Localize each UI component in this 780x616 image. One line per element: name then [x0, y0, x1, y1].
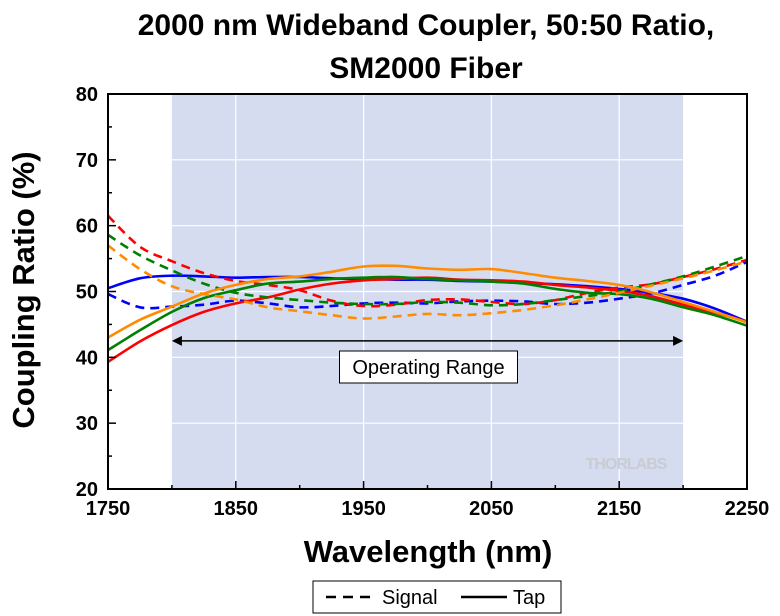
- red-signal-line: [107, 214, 748, 308]
- operating-range-arrowhead-right: [673, 335, 684, 346]
- y-tick-label: 70: [76, 150, 98, 172]
- x-tick-label: 1950: [341, 498, 386, 520]
- orange-tap-line: [107, 264, 748, 339]
- legend-box: [312, 580, 562, 614]
- blue-signal-line: [107, 260, 748, 310]
- y-tick-label: 60: [76, 216, 98, 238]
- x-tick-label: 2250: [725, 498, 770, 520]
- x-axis-label: Wavelength (nm): [304, 534, 553, 569]
- legend-tap-label: Tap: [513, 587, 545, 609]
- y-axis-label: Coupling Ratio (%): [6, 151, 41, 428]
- x-tick-label: 1850: [214, 498, 259, 520]
- legend-signal-label: Signal: [382, 587, 438, 609]
- y-tick-label: 30: [76, 413, 98, 435]
- y-tick-label: 80: [76, 84, 98, 106]
- operating-range-arrowhead-left: [171, 335, 182, 346]
- chart-title-line-2: SM2000 Fiber: [329, 52, 523, 85]
- y-tick-label: 40: [76, 347, 98, 369]
- chart-title-line-1: 2000 nm Wideband Coupler, 50:50 Ratio,: [138, 9, 715, 42]
- x-tick-label: 1750: [86, 498, 131, 520]
- operating-range-label: Operating Range: [352, 357, 504, 379]
- operating-range-label-box: [339, 350, 518, 384]
- thorlabs-watermark: THORLABS: [586, 456, 668, 473]
- green-signal-line: [107, 233, 748, 307]
- x-tick-label: 2150: [597, 498, 642, 520]
- y-tick-label: 20: [76, 479, 98, 501]
- y-tick-label: 50: [76, 282, 98, 304]
- green-tap-line: [107, 275, 748, 352]
- x-tick-label: 2050: [469, 498, 514, 520]
- orange-signal-line: [107, 244, 748, 320]
